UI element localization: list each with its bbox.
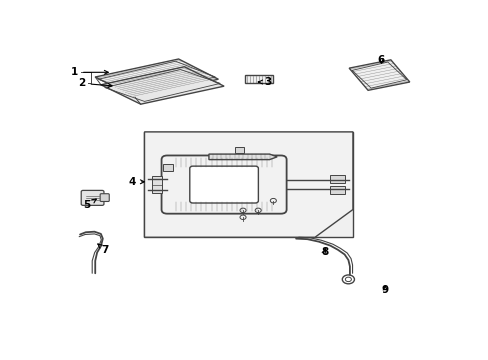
Bar [144, 132, 352, 237]
FancyBboxPatch shape [100, 194, 109, 202]
Text: 9: 9 [381, 285, 388, 295]
Bar [244, 75, 273, 84]
Polygon shape [101, 67, 224, 104]
Text: 8: 8 [320, 247, 327, 257]
Text: 5: 5 [83, 199, 96, 210]
Bar [235, 147, 244, 153]
Polygon shape [348, 60, 409, 90]
Text: 6: 6 [377, 55, 384, 65]
Bar [163, 164, 173, 171]
Bar [329, 186, 345, 194]
Text: 3: 3 [258, 77, 271, 87]
FancyBboxPatch shape [189, 166, 258, 203]
Polygon shape [144, 132, 352, 237]
FancyBboxPatch shape [81, 190, 104, 205]
Text: 7: 7 [98, 244, 108, 255]
Text: 2: 2 [78, 78, 112, 89]
Polygon shape [95, 59, 218, 97]
Bar [152, 176, 161, 193]
Polygon shape [208, 154, 277, 159]
Text: 4: 4 [128, 177, 144, 187]
Bar [329, 175, 345, 183]
Text: 1: 1 [71, 67, 108, 77]
